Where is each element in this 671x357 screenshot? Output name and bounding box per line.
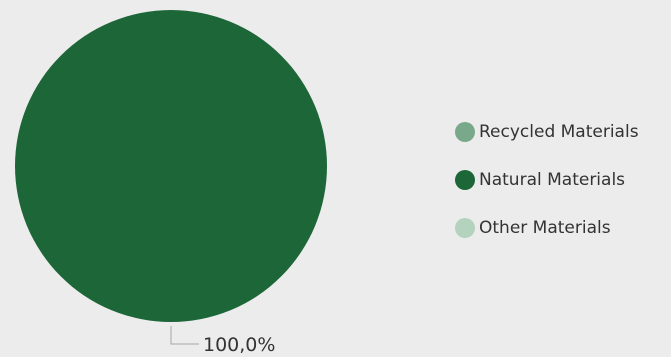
pie-slice-natural-materials[interactable] (15, 10, 327, 322)
legend: Recycled Materials Natural Materials Oth… (455, 108, 639, 252)
data-label-natural-materials: 100,0% (203, 334, 275, 356)
legend-swatch-other-materials (455, 218, 475, 238)
pie-slices (15, 10, 327, 322)
legend-item-other-materials[interactable]: Other Materials (455, 204, 639, 252)
legend-label-natural-materials: Natural Materials (479, 170, 626, 190)
legend-item-recycled-materials[interactable]: Recycled Materials (455, 108, 639, 156)
legend-swatch-natural-materials (455, 170, 475, 190)
legend-item-natural-materials[interactable]: Natural Materials (455, 156, 639, 204)
pie-data-labels: 100,0% (170, 326, 275, 356)
leader-line-natural-materials (170, 326, 199, 345)
legend-label-other-materials: Other Materials (479, 218, 611, 238)
legend-label-recycled-materials: Recycled Materials (479, 122, 639, 142)
legend-swatch-recycled-materials (455, 122, 475, 142)
